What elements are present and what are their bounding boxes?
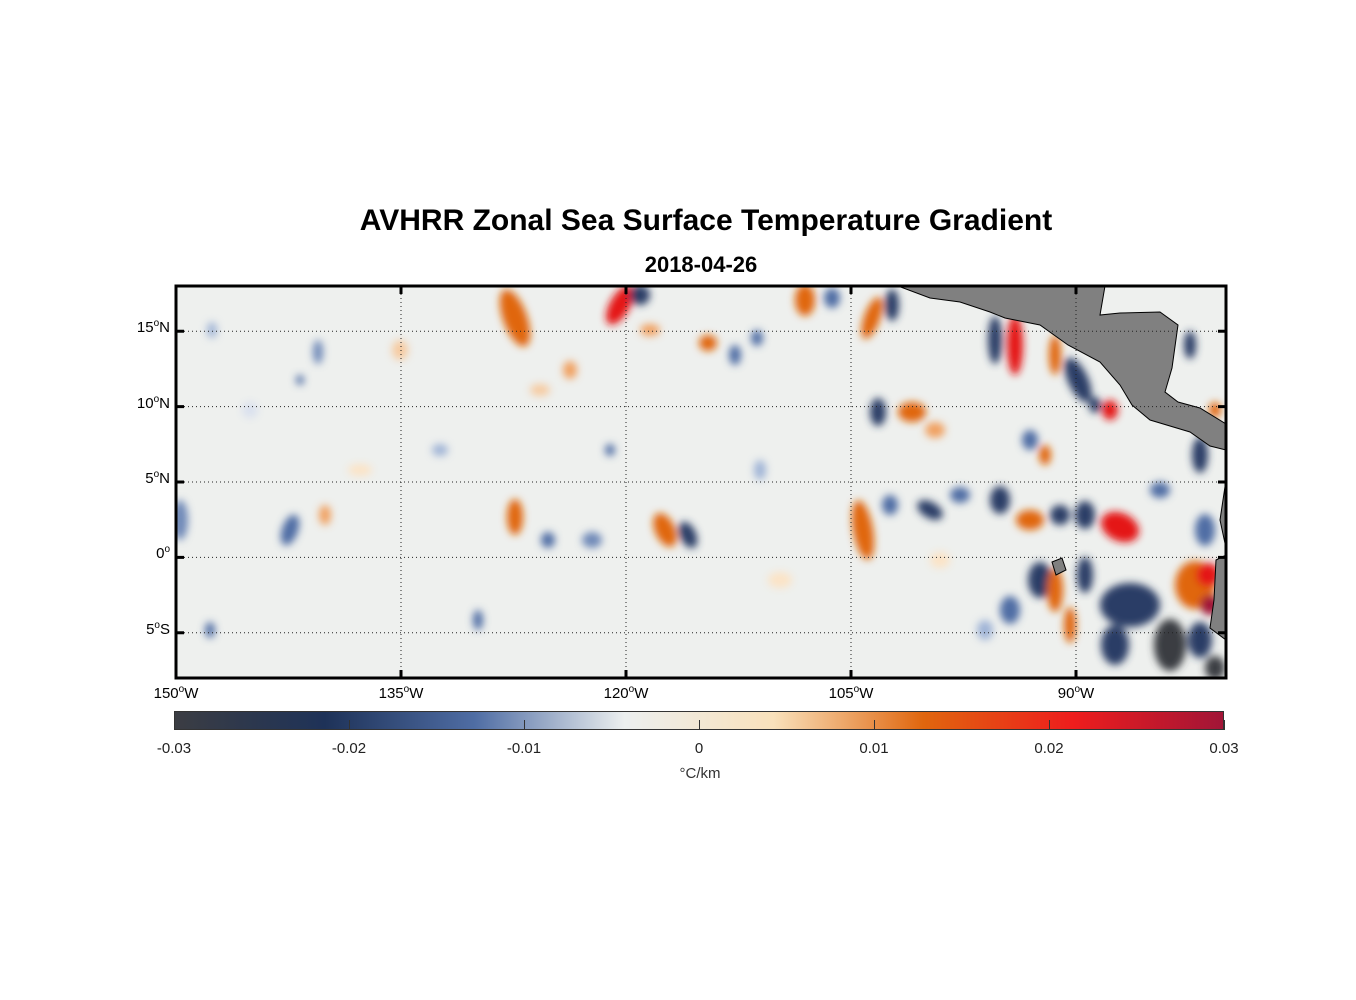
colorbar-tick-mark (174, 720, 175, 730)
lat-tick-label: 0o (156, 544, 170, 563)
lat-tick-label: 5oS (146, 619, 170, 638)
colorbar-tick-label: 0.01 (859, 740, 889, 757)
gradient-field (176, 286, 1225, 678)
lat-tick-label: 10oN (136, 393, 170, 412)
lon-tick-label: 135oW (378, 684, 424, 702)
lat-tick-label: 5oN (145, 469, 170, 487)
lon-tick-label: 90oW (1057, 684, 1095, 702)
colorbar-tick-mark (699, 720, 700, 730)
chart-subtitle: 2018-04-26 (644, 252, 758, 277)
colorbar-tick-mark (874, 720, 875, 730)
colorbar-tick-label: 0.03 (1209, 740, 1239, 757)
lon-tick-label: 120oW (603, 684, 649, 702)
colorbar-tick-label: -0.01 (506, 740, 542, 757)
lon-tick-label: 105oW (828, 684, 874, 702)
colorbar-tick-label: 0 (694, 740, 704, 757)
chart-title: AVHRR Zonal Sea Surface Temperature Grad… (359, 204, 1053, 237)
graticule (175, 286, 1226, 678)
colorbar-tick-label: -0.03 (156, 740, 192, 757)
colorbar-tick-label: -0.02 (331, 740, 367, 757)
colorbar-tick-label: 0.02 (1034, 740, 1064, 757)
lat-tick-label: 15oN (136, 318, 170, 337)
colorbar-tick-mark (1049, 720, 1050, 730)
axis-ticks (174, 286, 1226, 678)
colorbar-tick-mark (524, 720, 525, 730)
colorbar-tick-mark (1224, 720, 1225, 730)
colorbar-tick-mark (349, 720, 350, 730)
lon-tick-label: 150oW (153, 684, 199, 702)
colorbar-units: °C/km (679, 765, 721, 782)
land-mass (897, 286, 1226, 641)
